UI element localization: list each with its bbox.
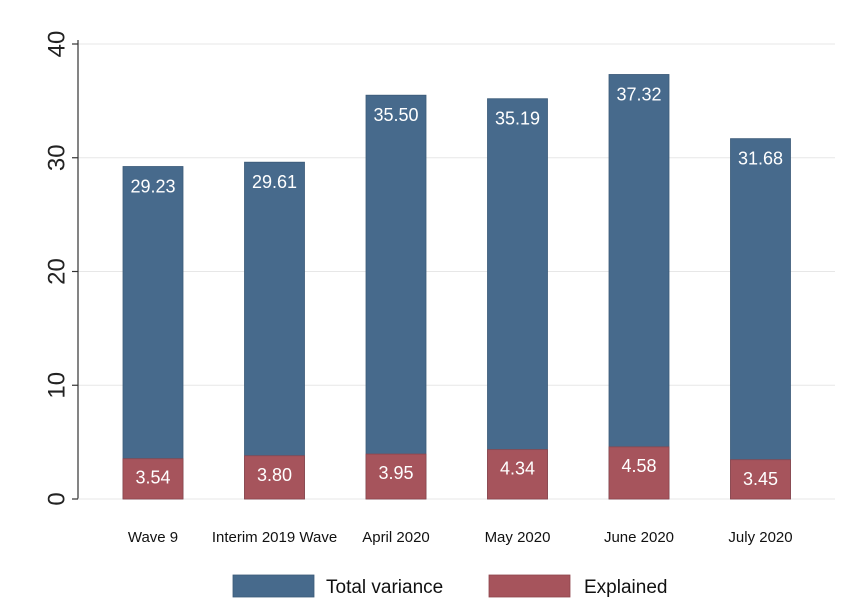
bar-explained <box>244 455 305 500</box>
x-axis-labels: Wave 9 Interim 2019 Wave April 2020 May 202… <box>128 529 793 546</box>
y-tick-label: 40 <box>43 31 70 58</box>
bar-label-total-variance: 31.68 <box>738 149 783 169</box>
y-tick-label: 10 <box>43 372 70 399</box>
legend-total-variance-swatch <box>232 574 315 598</box>
bar-label-explained: 3.45 <box>743 469 778 489</box>
bar-total-variance <box>487 98 548 500</box>
bar-total-variance <box>608 74 670 500</box>
bar-label-total-variance: 37.32 <box>616 84 661 104</box>
bar-explained <box>122 458 184 500</box>
bar-label-explained: 4.58 <box>621 456 656 476</box>
bar-label-total-variance: 35.19 <box>495 109 540 129</box>
bar-total-variance <box>122 166 184 500</box>
bar-label-total-variance: 29.23 <box>130 177 175 197</box>
bar-label-explained: 3.95 <box>378 463 413 483</box>
bar-total-variance <box>244 161 305 500</box>
bar-label-explained: 4.34 <box>500 459 535 479</box>
bar-label-total-variance: 35.50 <box>373 105 418 125</box>
legend-explained-swatch <box>488 574 571 598</box>
legend-explained-label: Explained <box>584 577 667 598</box>
bar-explained <box>365 453 427 500</box>
bar-explained <box>730 459 791 500</box>
x-category-label: June 2020 <box>604 529 674 546</box>
y-axis: 0 10 20 30 40 <box>43 31 835 506</box>
legend-total-variance-label: Total variance <box>326 577 443 598</box>
x-category-label: April 2020 <box>362 529 430 546</box>
x-category-label: July 2020 <box>728 529 792 546</box>
bar-label-explained: 3.80 <box>257 465 292 485</box>
bars: 29.23 3.54 29.61 3.80 35.50 3.95 35.19 4.34 37.3… <box>122 74 791 500</box>
bar-total-variance <box>365 94 427 500</box>
x-category-label: Interim 2019 Wave <box>212 529 337 546</box>
bar-label-total-variance: 29.61 <box>252 172 297 192</box>
x-category-label: May 2020 <box>485 529 551 546</box>
y-tick-label: 20 <box>43 258 70 285</box>
bar-explained <box>608 446 670 500</box>
y-tick-label: 30 <box>43 144 70 171</box>
y-tick-label: 0 <box>43 492 70 505</box>
bar-total-variance <box>730 138 791 500</box>
legend: Total variance Explained <box>232 574 667 598</box>
bar-explained <box>487 449 548 500</box>
grid-lines <box>78 43 835 500</box>
x-category-label: Wave 9 <box>128 529 178 546</box>
bar-label-explained: 3.54 <box>135 468 170 488</box>
